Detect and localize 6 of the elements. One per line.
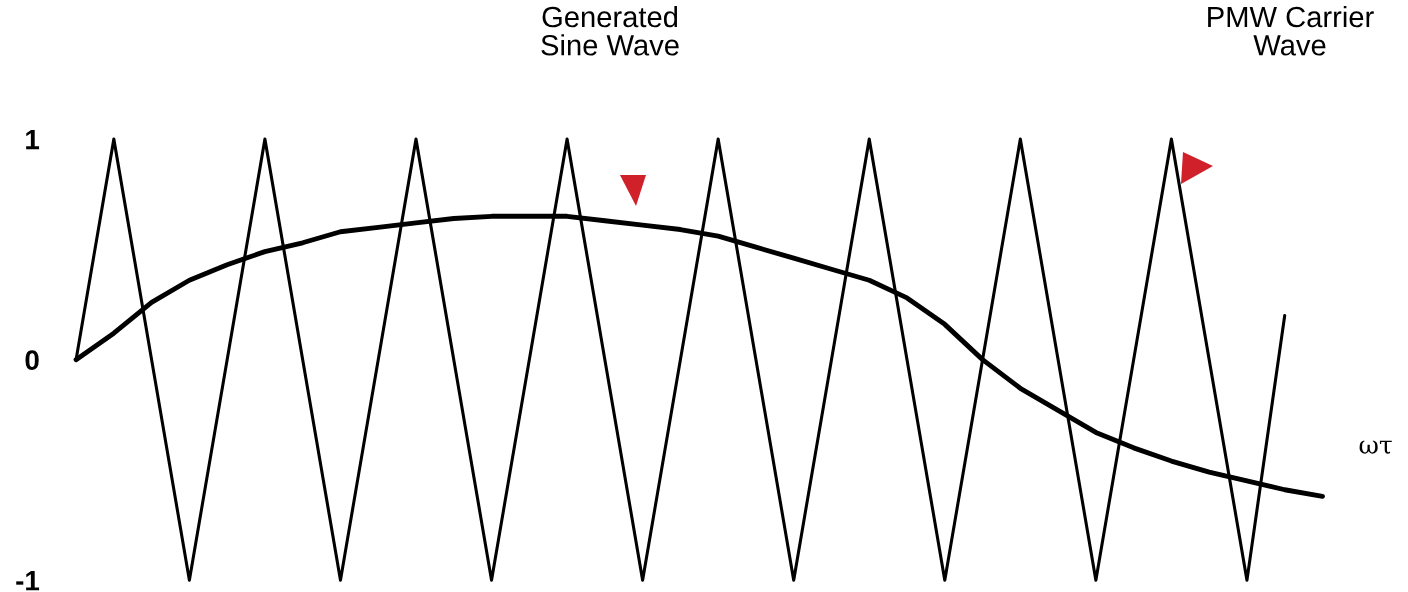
text: PMW Carrier Wave — [1208, 5, 1374, 56]
x-axis-title: ωτ — [1359, 440, 1392, 454]
y-tick-label: 1 — [26, 130, 40, 150]
text: Generated Sine Wave — [541, 5, 679, 56]
y-tick-label: 0 — [25, 350, 39, 370]
y-tick-label: -1 — [16, 571, 40, 591]
